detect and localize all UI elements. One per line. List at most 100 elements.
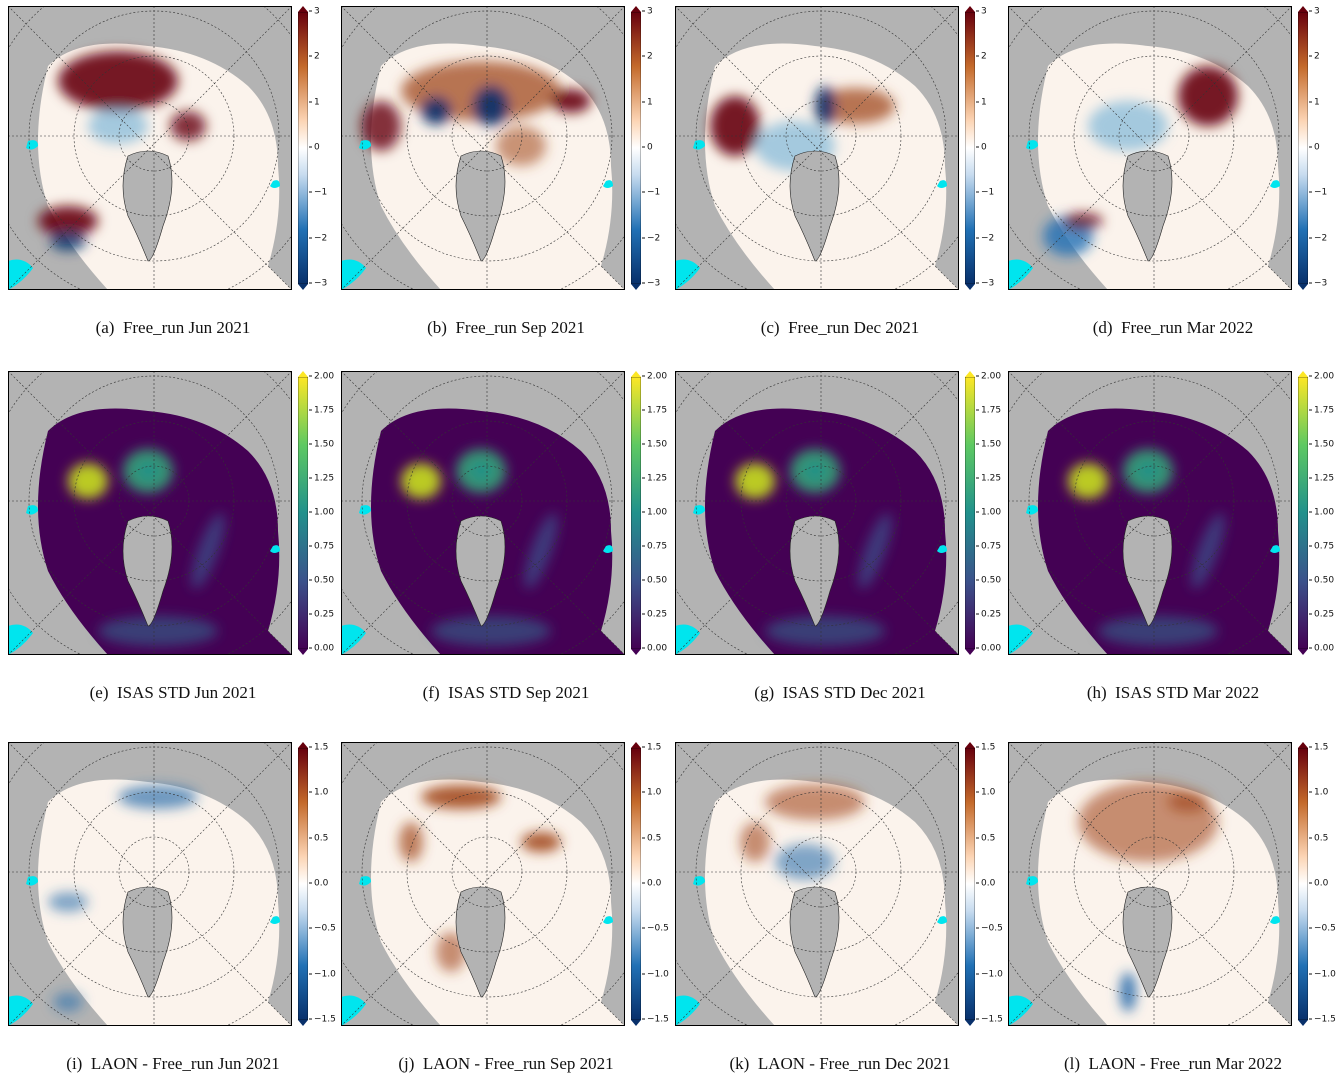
colorbar-tick-label: −1.0 — [309, 970, 336, 979]
graticule — [1008, 371, 1292, 655]
colorbar-extend-min — [965, 1020, 975, 1026]
colorbar-tick-label: −1.5 — [309, 1015, 336, 1025]
panel-caption: (j) LAON - Free_run Sep 2021 — [341, 1054, 671, 1074]
colorbar-tick-label: −1 — [1309, 188, 1327, 198]
map-panel: 1.5 1.0 0.5 0.0 −0.5 −1.0 −1.5 (k) LAON - Free_… — [675, 742, 1005, 1087]
colorbar-tick-label: 1 — [309, 98, 320, 107]
colorbar-tick-label: 3 — [642, 7, 653, 17]
lake-patch — [341, 259, 366, 290]
greenland-landmass — [122, 886, 173, 998]
panel-title: LAON - Free_run Sep 2021 — [422, 1054, 614, 1073]
colorbar-tick-label: −1 — [976, 188, 994, 198]
colorbar-extend-min — [298, 284, 308, 290]
colorbar-tick-label: 0.00 — [976, 644, 1001, 654]
panel-caption: (c) Free_run Dec 2021 — [675, 318, 1005, 338]
lake-patch — [8, 995, 33, 1026]
colorbar-ticks: 3 2 1 0 −1 −2 −3 — [1309, 7, 1339, 288]
panel-caption: (d) Free_run Mar 2022 — [1008, 318, 1338, 338]
map-panel: 2.00 1.75 1.50 1.25 1.00 0.75 0.50 0.25 0.00 (h) … — [1008, 371, 1338, 716]
greenland-landmass — [1122, 515, 1173, 627]
panel-label: (f) — [422, 683, 440, 702]
colorbar-tick-label: −0.5 — [309, 924, 336, 934]
colorbar-tick-label: 1.75 — [642, 406, 667, 416]
colorbar-tick-label: −1.0 — [976, 970, 1003, 979]
greenland-landmass — [455, 150, 506, 262]
colorbar-extend-min — [1298, 284, 1308, 290]
colorbar-ticks: 2.00 1.75 1.50 1.25 1.00 0.75 0.50 0.25 0.00 — [309, 372, 345, 653]
colorbar-tick-label: 0.25 — [976, 610, 1001, 620]
lake-patch — [1270, 180, 1280, 188]
colorbar-tick-label: 1.50 — [976, 440, 1001, 450]
graticule — [675, 6, 959, 290]
colorbar-extend-max — [1298, 371, 1308, 377]
colorbar-tick-label: 0.5 — [309, 834, 328, 843]
colorbar-tick-label: −0.5 — [1309, 924, 1336, 934]
map-panel: 3 2 1 0 −1 −2 −3 (a) Free_run Jun 2021 — [8, 6, 338, 351]
colorbar-extend-max — [298, 742, 308, 748]
colorbar-tick-label: 0.00 — [642, 644, 667, 654]
colorbar-extend-min — [631, 649, 641, 655]
graticule — [341, 6, 625, 290]
lake-patch — [8, 624, 33, 655]
graticule — [8, 6, 292, 290]
colorbar-tick-label: −2 — [309, 234, 327, 243]
lake-patch — [8, 259, 33, 290]
panel-caption: (l) LAON - Free_run Mar 2022 — [1008, 1054, 1338, 1074]
colorbar-tick-label: 1.25 — [976, 474, 1001, 484]
greenland-landmass — [789, 150, 840, 262]
greenland-landmass — [122, 150, 173, 262]
colorbar-tick-label: 3 — [976, 7, 987, 17]
colorbar-tick-label: 0.00 — [1309, 644, 1334, 654]
graticule — [341, 371, 625, 655]
colorbar-tick-label: 1.0 — [976, 788, 995, 798]
map-panel: 3 2 1 0 −1 −2 −3 (b) Free_run Sep 2021 — [341, 6, 671, 351]
colorbar-ticks: 1.5 1.0 0.5 0.0 −0.5 −1.0 −1.5 — [976, 743, 1012, 1024]
panel-caption: (e) ISAS STD Jun 2021 — [8, 683, 338, 703]
colorbar-tick-label: 0.75 — [976, 542, 1001, 552]
panel-label: (j) — [398, 1054, 415, 1073]
colorbar-tick-label: 1.25 — [309, 474, 334, 484]
lake-patch — [603, 180, 613, 188]
colorbar-extend-max — [298, 6, 308, 12]
colorbar-tick-label: −0.5 — [976, 924, 1003, 934]
colorbar-tick-label: 1.25 — [642, 474, 667, 484]
lake-patch — [270, 545, 280, 553]
colorbar-tick-label: 0.50 — [1309, 576, 1334, 586]
panel-caption: (a) Free_run Jun 2021 — [8, 318, 338, 338]
colorbar-tick-label: 0.75 — [1309, 542, 1334, 552]
greenland-landmass — [1122, 886, 1173, 998]
colorbar-tick-label: 0.75 — [309, 542, 334, 552]
lake-patch — [1270, 545, 1280, 553]
colorbar-tick-label: −3 — [1309, 279, 1327, 289]
colorbar — [298, 748, 308, 1020]
colorbar — [965, 377, 975, 649]
colorbar — [1298, 748, 1308, 1020]
colorbar-tick-label: −0.5 — [642, 924, 669, 934]
colorbar-extend-min — [1298, 1020, 1308, 1026]
colorbar-tick-label: 1 — [642, 98, 653, 107]
graticule — [341, 742, 625, 1026]
colorbar-tick-label: 2 — [1309, 52, 1320, 62]
colorbar-tick-label: −1.0 — [1309, 970, 1336, 979]
lake-patch — [675, 624, 700, 655]
colorbar-ticks: 1.5 1.0 0.5 0.0 −0.5 −1.0 −1.5 — [642, 743, 678, 1024]
colorbar-tick-label: 3 — [1309, 7, 1320, 17]
colorbar-tick-label: 1.50 — [642, 440, 667, 450]
panel-caption: (b) Free_run Sep 2021 — [341, 318, 671, 338]
colorbar-tick-label: 2.00 — [976, 372, 1001, 382]
colorbar-tick-label: 0.50 — [642, 576, 667, 586]
graticule — [8, 371, 292, 655]
map-panel: 2.00 1.75 1.50 1.25 1.00 0.75 0.50 0.25 0.00 (e) … — [8, 371, 338, 716]
colorbar — [631, 377, 641, 649]
panel-title: Free_run Jun 2021 — [122, 318, 251, 337]
polar-map — [675, 371, 959, 655]
colorbar-tick-label: −1 — [309, 188, 327, 198]
colorbar-tick-label: 2.00 — [642, 372, 667, 382]
colorbar-tick-label: 1.75 — [976, 406, 1001, 416]
colorbar-tick-label: 1.00 — [1309, 508, 1334, 518]
colorbar-ticks: 2.00 1.75 1.50 1.25 1.00 0.75 0.50 0.25 0.00 — [1309, 372, 1339, 653]
lake-patch — [1008, 995, 1033, 1026]
panel-title: ISAS STD Jun 2021 — [117, 683, 257, 702]
panel-title: ISAS STD Mar 2022 — [1115, 683, 1260, 702]
colorbar-extend-min — [298, 649, 308, 655]
